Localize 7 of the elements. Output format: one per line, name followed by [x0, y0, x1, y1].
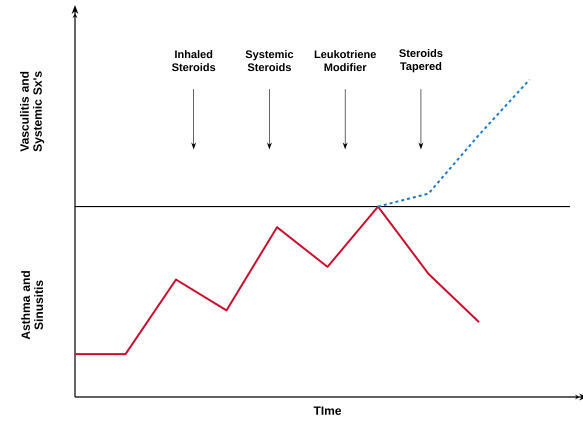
text: Systemic Steroids	[246, 50, 294, 72]
text: Leukotriene Modifier	[314, 50, 376, 72]
y-axis-title: Asthma and Sinusitis	[21, 271, 43, 340]
text: Vasculitis and Systemic Sx's	[20, 71, 44, 152]
text: Steroids Tapered	[399, 48, 442, 72]
x-axis-title: TIme	[314, 406, 342, 415]
text: Inhaled Steroids	[172, 50, 216, 72]
